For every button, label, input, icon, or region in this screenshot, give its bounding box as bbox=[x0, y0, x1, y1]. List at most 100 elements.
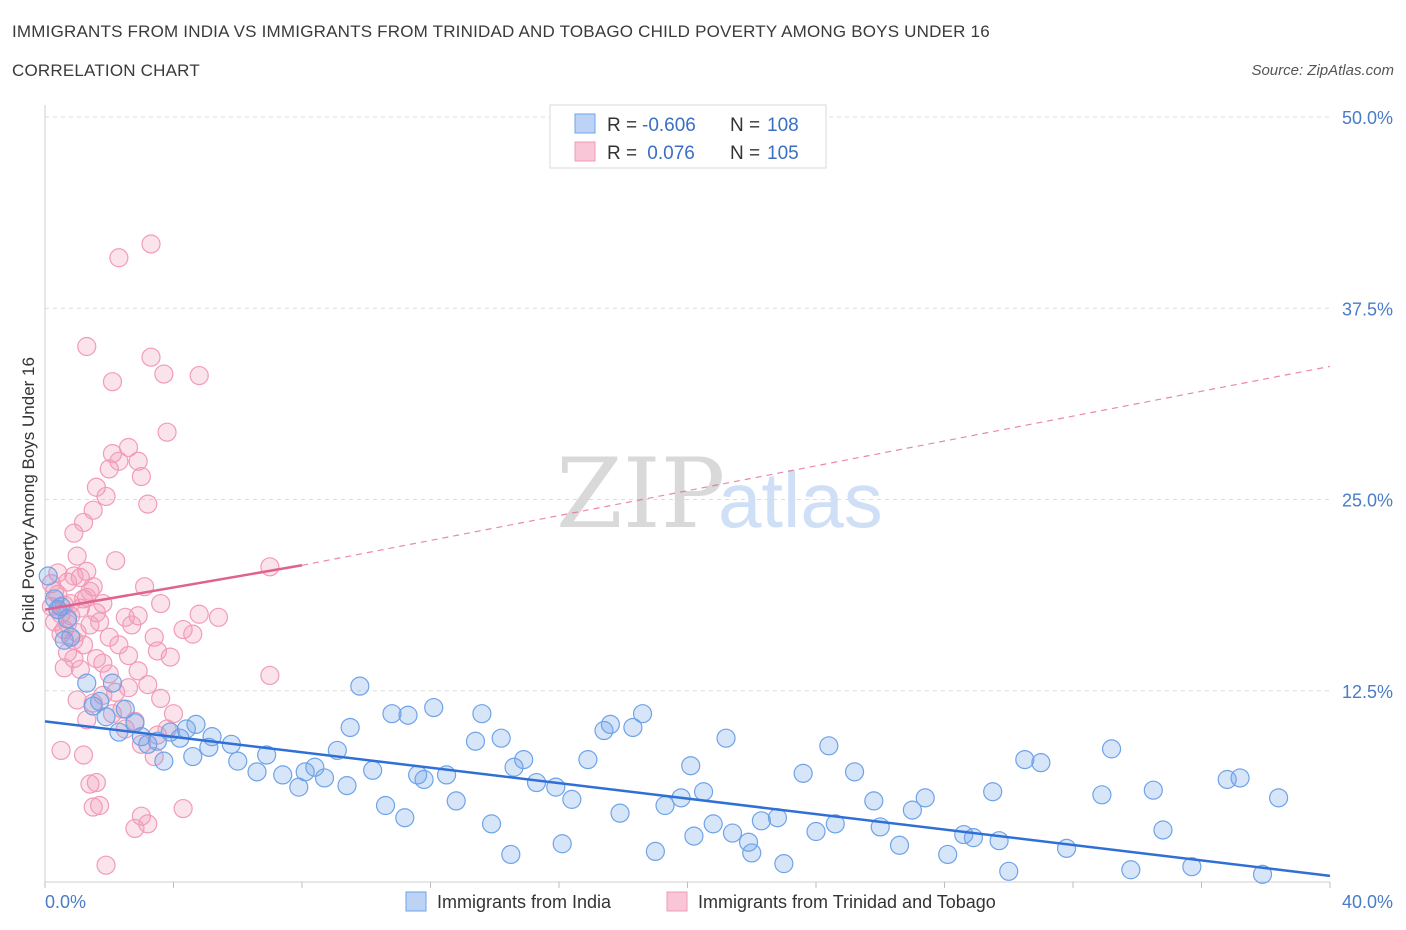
data-point-india bbox=[774, 854, 794, 874]
data-point-trinidad bbox=[118, 437, 139, 458]
data-point-trinidad bbox=[138, 814, 158, 834]
data-point-trinidad bbox=[128, 661, 148, 681]
legend-india-r-label: R = bbox=[607, 115, 637, 136]
data-point-trinidad bbox=[118, 678, 139, 698]
data-point-india bbox=[408, 765, 428, 785]
data-point-india bbox=[684, 826, 704, 846]
data-point-trinidad bbox=[109, 635, 129, 655]
data-point-india bbox=[77, 673, 97, 693]
watermark-atlas: atlas bbox=[718, 456, 883, 544]
data-point-trinidad bbox=[73, 745, 94, 765]
data-point-india bbox=[655, 795, 675, 816]
data-point-india bbox=[1101, 739, 1122, 759]
data-point-trinidad bbox=[138, 675, 158, 695]
data-point-trinidad bbox=[128, 606, 148, 626]
data-point-india bbox=[102, 673, 123, 693]
data-point-india bbox=[446, 791, 466, 811]
data-point-trinidad bbox=[80, 615, 100, 635]
data-point-india bbox=[481, 814, 502, 834]
data-point-india bbox=[247, 762, 267, 782]
data-point-india bbox=[623, 717, 643, 738]
data-point-trinidad bbox=[83, 500, 103, 520]
data-point-india bbox=[1182, 857, 1202, 877]
data-point-india bbox=[716, 728, 736, 748]
data-point-india bbox=[1015, 749, 1035, 770]
legend-india-n-value: 108 bbox=[767, 115, 799, 136]
data-point-trinidad bbox=[99, 459, 119, 479]
data-point-india bbox=[96, 707, 116, 727]
data-point-india bbox=[1153, 820, 1173, 840]
trend-lines bbox=[44, 365, 1331, 878]
data-point-trinidad bbox=[260, 665, 280, 686]
data-point-trinidad bbox=[125, 818, 145, 839]
data-point-trinidad bbox=[208, 607, 229, 627]
data-point-india bbox=[1252, 864, 1273, 884]
watermark-zip: ZIP bbox=[556, 438, 725, 550]
data-point-india bbox=[1143, 780, 1163, 800]
data-point-india bbox=[738, 832, 759, 852]
data-point-india bbox=[154, 751, 174, 771]
data-point-trinidad bbox=[64, 523, 84, 543]
data-point-india bbox=[1056, 838, 1077, 858]
data-point-trinidad bbox=[96, 486, 116, 507]
bottom-legend: Immigrants from India Immigrants from Tr… bbox=[405, 891, 996, 912]
data-point-india bbox=[793, 763, 813, 783]
series-trinidad-points bbox=[41, 234, 280, 875]
axes bbox=[44, 105, 1331, 888]
watermark: ZIP atlas bbox=[556, 438, 883, 550]
data-point-india bbox=[350, 676, 370, 696]
data-point-india bbox=[610, 803, 630, 823]
data-point-india bbox=[1092, 785, 1112, 805]
y-tick-label: 25.0% bbox=[1342, 491, 1393, 511]
data-point-india bbox=[645, 841, 665, 862]
data-point-trinidad bbox=[67, 546, 87, 566]
data-point-india bbox=[1268, 788, 1289, 808]
data-point-india bbox=[844, 762, 865, 782]
data-point-trinidad bbox=[51, 740, 71, 761]
data-point-trinidad bbox=[118, 645, 139, 666]
trend-line-india bbox=[44, 720, 1331, 878]
x-tick-labels: 0.0% 40.0% bbox=[45, 892, 1393, 912]
data-point-india bbox=[504, 757, 524, 777]
data-point-trinidad bbox=[151, 688, 171, 709]
data-point-trinidad bbox=[86, 603, 107, 623]
data-point-trinidad bbox=[83, 797, 103, 817]
data-point-india bbox=[999, 861, 1019, 881]
data-point-trinidad bbox=[96, 855, 116, 875]
data-point-india bbox=[305, 757, 325, 777]
legend-india-n-label: N = bbox=[730, 115, 760, 136]
data-point-india bbox=[199, 737, 219, 757]
data-point-india bbox=[681, 756, 701, 776]
y-tick-label: 37.5% bbox=[1342, 299, 1393, 319]
bottom-legend-swatch-trinidad bbox=[666, 891, 688, 912]
data-point-trinidad bbox=[128, 451, 148, 471]
data-point-trinidad bbox=[80, 774, 100, 794]
data-point-trinidad bbox=[67, 690, 87, 710]
data-point-india bbox=[722, 823, 743, 843]
data-point-india bbox=[363, 760, 383, 780]
source-credit: Source: ZipAtlas.com bbox=[1251, 62, 1394, 79]
data-point-trinidad bbox=[160, 647, 180, 667]
data-point-india bbox=[552, 834, 572, 854]
data-point-trinidad bbox=[151, 593, 171, 614]
data-point-india bbox=[491, 728, 511, 748]
legend-trinidad-n-label: N = bbox=[730, 143, 760, 164]
bottom-legend-india: Immigrants from India bbox=[437, 892, 612, 912]
data-point-india bbox=[889, 835, 910, 855]
data-point-trinidad bbox=[131, 466, 151, 487]
data-point-india bbox=[314, 768, 335, 788]
data-point-india bbox=[526, 772, 547, 793]
data-point-india bbox=[915, 788, 935, 808]
legend-trinidad-n-value: 105 bbox=[767, 143, 799, 164]
data-point-india bbox=[983, 782, 1003, 802]
bottom-legend-swatch-india bbox=[405, 891, 427, 912]
data-point-trinidad bbox=[109, 451, 129, 471]
data-point-india bbox=[424, 697, 444, 718]
data-point-india bbox=[742, 843, 762, 863]
trend-line-trinidad-extension bbox=[301, 365, 1331, 566]
series-india-points bbox=[38, 566, 1289, 884]
data-point-india bbox=[600, 714, 621, 735]
chart-title: IMMIGRANTS FROM INDIA VS IMMIGRANTS FROM… bbox=[12, 22, 990, 41]
data-point-trinidad bbox=[189, 365, 209, 386]
data-point-india bbox=[115, 699, 135, 719]
